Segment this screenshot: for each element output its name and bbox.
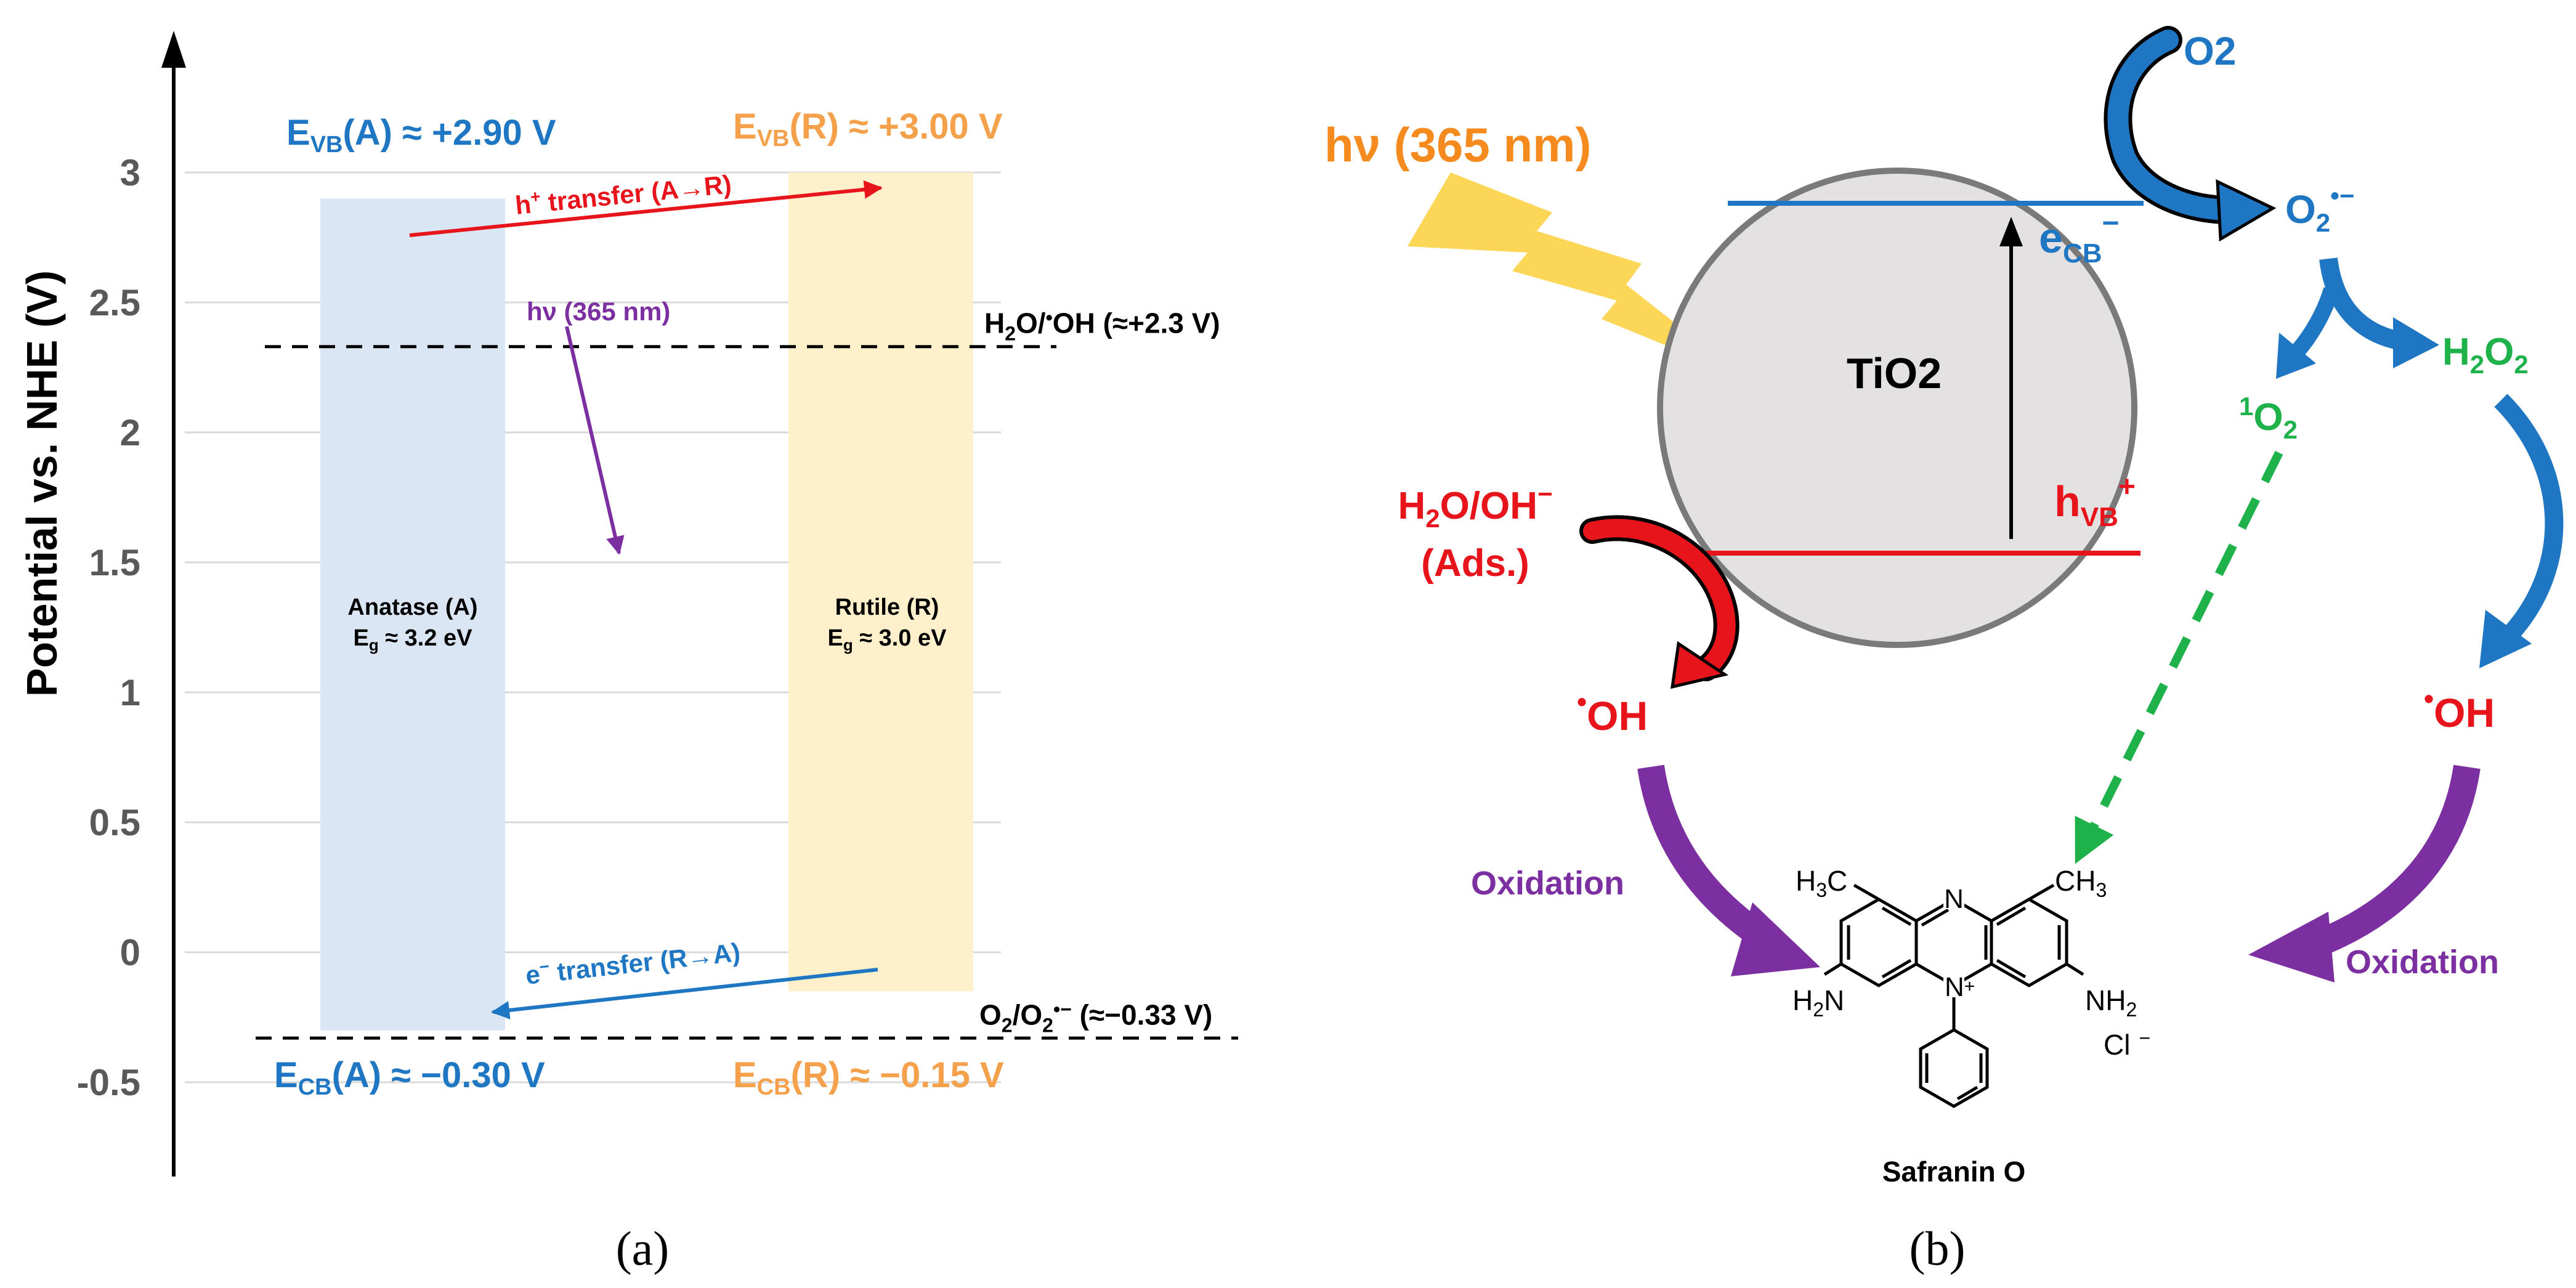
caption-a: (a)	[616, 1221, 670, 1275]
chloride-label: Cl −	[2104, 1027, 2150, 1061]
hole-oxidation-arrowhead	[1671, 641, 1729, 689]
y-tick-label: 0	[120, 932, 140, 973]
rutile-bandgap: Eg ≈ 3.0 eV	[827, 625, 947, 654]
oxidation-arrow-right	[2308, 764, 2481, 958]
to-singlet-o2-arrow	[2288, 287, 2339, 360]
panel-a-band-diagram: 32.521.510.50-0.5 Potential vs. NHE (V) …	[18, 31, 1238, 1275]
hole-oxidation-arrow-body	[1583, 519, 1736, 678]
e-transfer-arrow	[491, 968, 878, 1019]
evb-anatase-label: EVB(A) ≈ +2.90 V	[286, 113, 556, 158]
tio2-label: TiO2	[1847, 349, 1942, 397]
rutile-name: Rutile (R)	[835, 594, 939, 620]
y-tick-label: 1	[120, 672, 140, 713]
h2o2-to-oh-arrow	[2494, 394, 2564, 641]
nh2-label: NH2	[2085, 984, 2137, 1021]
h2o-oh-label: H2O/OH−	[1398, 479, 1552, 533]
ecb-rutile-label: ECB(R) ≈ −0.15 V	[733, 1055, 1004, 1100]
n-top-mask	[1943, 887, 1964, 909]
y-tick-label: 2.5	[89, 282, 140, 323]
h2o2-to-oh-arrowhead	[2479, 610, 2532, 668]
oxidation-arrowhead-left	[1731, 902, 1820, 976]
anatase-name: Anatase (A)	[347, 594, 477, 620]
y-tick-label: -0.5	[77, 1062, 140, 1103]
h2o2-label: H2O2	[2442, 331, 2529, 379]
ch3-label: CH3	[2055, 865, 2107, 901]
panel-b-mechanism: hν (365 nm) TiO2 eCB− hVB+ O2 O2•−	[1324, 26, 2564, 1275]
to-h2o2-arrow	[2319, 257, 2407, 351]
to-singlet-o2-arrowhead	[2276, 333, 2316, 379]
oxidation-arrowhead-right	[2248, 912, 2335, 982]
adsorbed-label: (Ads.)	[1421, 542, 1529, 585]
molecule-name: Safranin O	[1882, 1156, 2026, 1188]
y-axis-arrowhead	[161, 31, 186, 68]
oxidation-label-left: Oxidation	[1471, 865, 1624, 902]
h2o-oh-potential-label: H2O/•OH (≈+2.3 V)	[984, 307, 1220, 345]
photon-label-a: hν (365 nm)	[527, 297, 670, 326]
singlet-oxygen-label: 1O2	[2239, 392, 2298, 444]
tio2-particle	[1657, 168, 2137, 648]
anatase-bandgap: Eg ≈ 3.2 eV	[353, 625, 472, 654]
h-transfer-arrow	[409, 180, 883, 237]
photon-arrow-a	[565, 326, 625, 555]
anatase-band	[320, 198, 505, 1031]
ecb-label: eCB−	[2039, 207, 2120, 269]
oxidation-label-right: Oxidation	[2346, 944, 2499, 981]
o2-superoxide-potential-label: O2/O2•− (≈−0.33 V)	[979, 998, 1212, 1036]
y-axis-title: Potential vs. NHE (V)	[18, 270, 66, 697]
superoxide-label: O2•−	[2285, 181, 2354, 237]
ecb-anatase-label: ECB(A) ≈ −0.30 V	[274, 1055, 545, 1100]
evb-rutile-label: EVB(R) ≈ +3.00 V	[733, 107, 1003, 152]
hvb-label: hVB+	[2054, 471, 2136, 532]
n-plus-mask	[1943, 976, 1964, 997]
e-transfer-label: e− transfer (R→A)	[524, 936, 742, 990]
o2-reduction-arrow-body	[2107, 30, 2246, 221]
lightning-bolt-icon	[1407, 172, 1743, 377]
y-tick-label: 1.5	[89, 542, 140, 583]
rutile-band	[788, 172, 973, 992]
singlet-oxygen-dashed-arrow	[2075, 450, 2283, 864]
oh-radical-left: •OH	[1577, 686, 1648, 739]
y-tick-label: 0.5	[89, 802, 140, 843]
o2-reduction-arrowhead	[2216, 179, 2277, 242]
excitation-arrowhead	[1999, 217, 2023, 246]
y-tick-label: 3	[120, 152, 140, 193]
h3c-label: H3C	[1796, 865, 1847, 901]
n-plus-label: N+	[1945, 972, 1975, 1002]
to-h2o2-arrowhead	[2393, 317, 2439, 368]
h2n-label: H2N	[1792, 984, 1844, 1021]
caption-b: (b)	[1910, 1221, 1966, 1275]
oh-radical-right: •OH	[2424, 682, 2495, 735]
y-tick-labels: 3 2.5 2 1.5 1 0.5 0 -0.5	[77, 152, 140, 1103]
photon-label-b: hν (365 nm)	[1324, 118, 1591, 172]
o2-label: O2	[2184, 29, 2236, 73]
y-tick-label: 2	[120, 412, 140, 453]
n-top-label: N	[1944, 884, 1964, 914]
